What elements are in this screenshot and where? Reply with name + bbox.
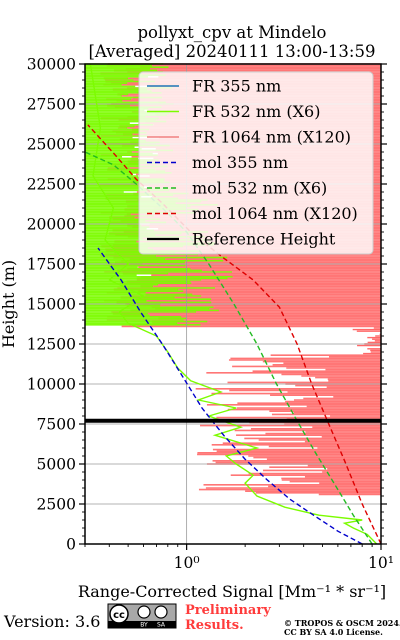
- y-tick-label: 5000: [37, 456, 76, 474]
- cc-by-sa-icon: cc BY SA: [107, 603, 177, 629]
- version-label: Version: 3.6: [3, 612, 100, 631]
- y-tick-label: 22500: [27, 176, 76, 194]
- legend-entry: FR 1064 nm (X120): [192, 128, 351, 147]
- y-tick-label: 15000: [27, 296, 76, 314]
- results-label: Results.: [185, 618, 244, 633]
- footer: Version: 3.6 cc BY SA Preliminary Result…: [3, 603, 400, 637]
- svg-text:BY: BY: [140, 622, 148, 629]
- x-tick-label: 10⁰: [174, 554, 200, 572]
- legend-box: [138, 71, 374, 255]
- y-tick-label: 2500: [37, 496, 76, 514]
- y-tick-label: 20000: [27, 216, 76, 234]
- legend-entry: Reference Height: [192, 230, 336, 249]
- y-tick-label: 12500: [27, 336, 76, 354]
- svg-text:SA: SA: [157, 622, 166, 629]
- chart-subtitle: [Averaged] 20240111 13:00-13:59: [89, 42, 376, 61]
- series-group: [85, 64, 381, 544]
- y-tick-label: 10000: [27, 376, 76, 394]
- y-tick-label: 0: [66, 536, 76, 554]
- license-line: CC BY SA 4.0 License.: [284, 627, 383, 637]
- y-tick-label: 25000: [27, 136, 76, 154]
- series-line: [97, 247, 363, 544]
- y-tick-label: 7500: [37, 416, 76, 434]
- legend-entry: FR 532 nm (X6): [192, 102, 320, 121]
- svg-text:cc: cc: [113, 610, 125, 621]
- legend-entry: mol 355 nm: [192, 153, 288, 172]
- x-tick-label: 10¹: [368, 554, 394, 572]
- legend-entry: mol 1064 nm (X120): [192, 204, 358, 223]
- y-tick-label: 30000: [27, 56, 76, 74]
- y-tick-label: 27500: [27, 96, 76, 114]
- copyright-line: © TROPOS & OSCM 2024.: [284, 618, 400, 628]
- legend: FR 355 nm FR 532 nm (X6) FR 1064 nm (X120)…: [138, 71, 374, 255]
- y-tick-label: 17500: [27, 256, 76, 274]
- x-axis-label: Range-Corrected Signal [Mm⁻¹ * sr⁻¹]: [78, 582, 386, 601]
- series-line: [89, 64, 378, 544]
- y-axis-label: Height (m): [0, 260, 18, 348]
- legend-entry: mol 532 nm (X6): [192, 179, 327, 198]
- legend-entry: FR 355 nm: [192, 77, 281, 96]
- preliminary-label: Preliminary: [185, 603, 271, 618]
- chart-title: pollyxt_cpv at Mindelo: [138, 23, 327, 42]
